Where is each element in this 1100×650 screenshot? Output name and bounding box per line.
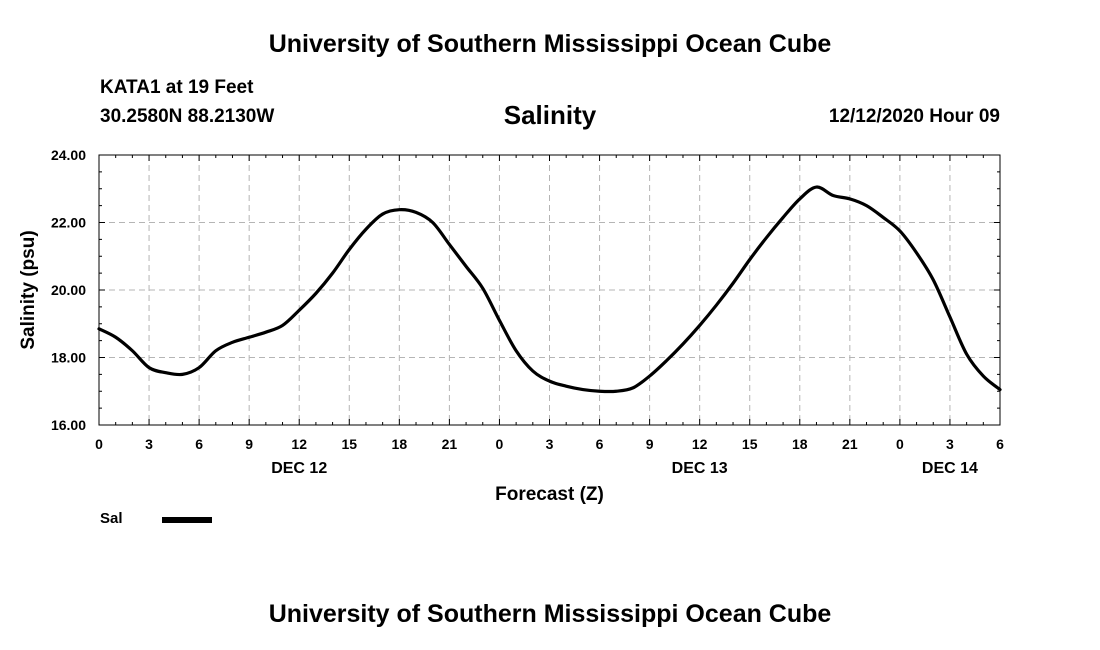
y-tick-label: 20.00: [51, 282, 86, 298]
x-tick-label: 9: [245, 436, 253, 452]
legend-swatch: [162, 517, 212, 523]
x-tick-label: 21: [442, 436, 458, 452]
x-day-label: DEC 14: [922, 460, 978, 477]
station-coords: 30.2580N 88.2130W: [100, 106, 275, 127]
legend-label: Sal: [100, 510, 123, 527]
x-tick-label: 9: [646, 436, 654, 452]
x-tick-label: 6: [195, 436, 203, 452]
x-tick-label: 12: [291, 436, 307, 452]
x-axis-label: Forecast (Z): [495, 484, 604, 505]
top-title: University of Southern Mississippi Ocean…: [268, 30, 832, 58]
x-tick-label: 3: [946, 436, 954, 452]
x-tick-label: 3: [145, 436, 153, 452]
x-tick-label: 0: [95, 436, 103, 452]
chart-title: Salinity: [503, 100, 597, 130]
x-tick-label: 15: [742, 436, 758, 452]
y-tick-label: 16.00: [51, 417, 86, 433]
series-line-sal: [97, 185, 1002, 394]
station-label: KATA1 at 19 Feet: [100, 77, 254, 98]
y-axis-label: Salinity (psu): [18, 230, 39, 349]
x-tick-label: 18: [792, 436, 808, 452]
x-tick-label: 0: [496, 436, 504, 452]
y-tick-label: 22.00: [51, 215, 86, 231]
y-tick-label: 18.00: [51, 350, 86, 366]
x-tick-label: 21: [842, 436, 858, 452]
x-day-label: DEC 12: [271, 460, 327, 477]
x-tick-label: 6: [596, 436, 604, 452]
x-tick-label: 18: [392, 436, 408, 452]
x-day-label: DEC 13: [672, 460, 728, 477]
x-tick-label: 0: [896, 436, 904, 452]
x-tick-label: 15: [341, 436, 357, 452]
bottom-title: University of Southern Mississippi Ocean…: [268, 600, 832, 628]
x-tick-label: 12: [692, 436, 708, 452]
x-tick-label: 3: [546, 436, 554, 452]
x-tick-label: 6: [996, 436, 1004, 452]
forecast-datetime: 12/12/2020 Hour 09: [828, 106, 1000, 127]
y-tick-label: 24.00: [51, 147, 86, 163]
